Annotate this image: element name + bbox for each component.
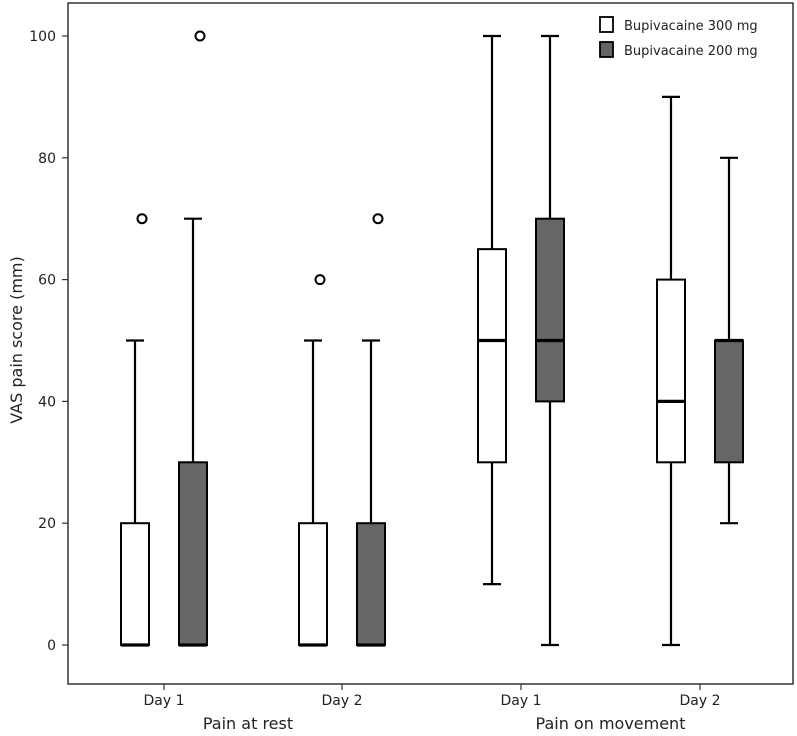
y-tick-label: 60	[38, 273, 56, 289]
box-bupivacaine-200	[714, 156, 744, 525]
x-tick-label: Day 1	[143, 693, 184, 709]
outlier-point	[136, 213, 148, 225]
box-iqr	[298, 522, 328, 647]
x-group-label: Pain at rest	[203, 714, 293, 733]
y-tick-label: 40	[38, 394, 56, 410]
legend-label-series-1: Bupivacaine 300 mg	[624, 19, 758, 34]
box-iqr	[120, 522, 150, 647]
x-tick-label: Day 2	[321, 693, 362, 709]
y-tick-label: 0	[47, 638, 56, 654]
x-group-label: Pain on movement	[536, 714, 686, 733]
box-iqr	[714, 339, 744, 464]
y-axis: 0 20 40 60 80 100	[29, 29, 68, 654]
y-tick-label: 80	[38, 151, 56, 167]
box-bupivacaine-300	[120, 213, 150, 647]
box-series	[120, 30, 744, 647]
box-bupivacaine-300	[298, 274, 328, 647]
box-iqr	[178, 461, 208, 646]
box-bupivacaine-200	[535, 34, 565, 647]
y-tick-label: 20	[38, 516, 56, 532]
box-iqr	[656, 278, 686, 464]
box-bupivacaine-300	[656, 95, 686, 647]
box-bupivacaine-300	[477, 34, 507, 586]
box-iqr	[356, 522, 386, 647]
x-tick-label: Day 1	[500, 693, 541, 709]
outlier-point	[194, 30, 206, 42]
box-iqr	[535, 217, 565, 403]
box-iqr	[477, 248, 507, 464]
legend: Bupivacaine 300 mg Bupivacaine 200 mg	[599, 16, 758, 59]
outlier-point	[372, 213, 384, 225]
legend-label-series-2: Bupivacaine 200 mg	[624, 44, 758, 59]
box-bupivacaine-200	[356, 213, 386, 647]
outlier-point	[314, 274, 326, 286]
x-tick-label: Day 2	[679, 693, 720, 709]
box-bupivacaine-200	[178, 30, 208, 647]
x-axis: Day 1 Day 2 Day 1 Day 2 Pain at rest Pain on …	[143, 684, 721, 733]
legend-swatch-series-1	[599, 16, 614, 33]
y-axis-title: VAS pain score (mm)	[7, 256, 26, 423]
y-tick-label: 100	[29, 29, 56, 45]
legend-swatch-series-2	[599, 41, 614, 58]
